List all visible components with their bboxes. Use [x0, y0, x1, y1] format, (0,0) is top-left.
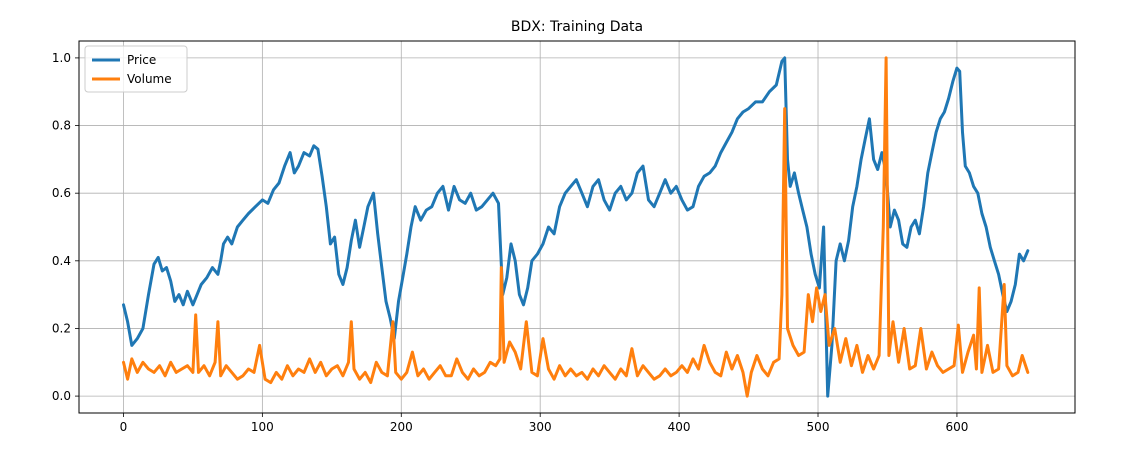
series-line-volume — [122, 56, 1030, 398]
y-tick-label: 0.4 — [52, 254, 71, 268]
chart-title: BDX: Training Data — [511, 19, 643, 35]
y-tick-label: 0.2 — [52, 321, 71, 335]
y-axis: 0.0 0.2 0.4 0.6 0.8 1.0 — [52, 51, 79, 403]
x-tick-label: 200 — [390, 420, 413, 434]
y-tick-label: 0.0 — [52, 389, 71, 403]
x-tick-label: 300 — [529, 420, 552, 434]
x-tick-label: 0 — [120, 420, 128, 434]
y-tick-label: 0.6 — [52, 186, 71, 200]
x-tick-label: 500 — [807, 420, 830, 434]
x-tick-label: 600 — [945, 420, 968, 434]
series-layer — [122, 56, 1030, 398]
y-tick-label: 1.0 — [52, 51, 71, 65]
y-tick-label: 0.8 — [52, 119, 71, 133]
x-tick-label: 100 — [251, 420, 274, 434]
series-line-price — [122, 56, 1030, 398]
x-axis: 0 100 200 300 400 500 600 — [120, 413, 968, 434]
grid-lines — [79, 41, 1075, 413]
plot-frame — [78, 40, 1076, 414]
legend-label-volume: Volume — [127, 72, 172, 86]
legend-label-price: Price — [127, 53, 156, 67]
x-tick-label: 400 — [668, 420, 691, 434]
legend: Price Volume — [84, 45, 188, 93]
